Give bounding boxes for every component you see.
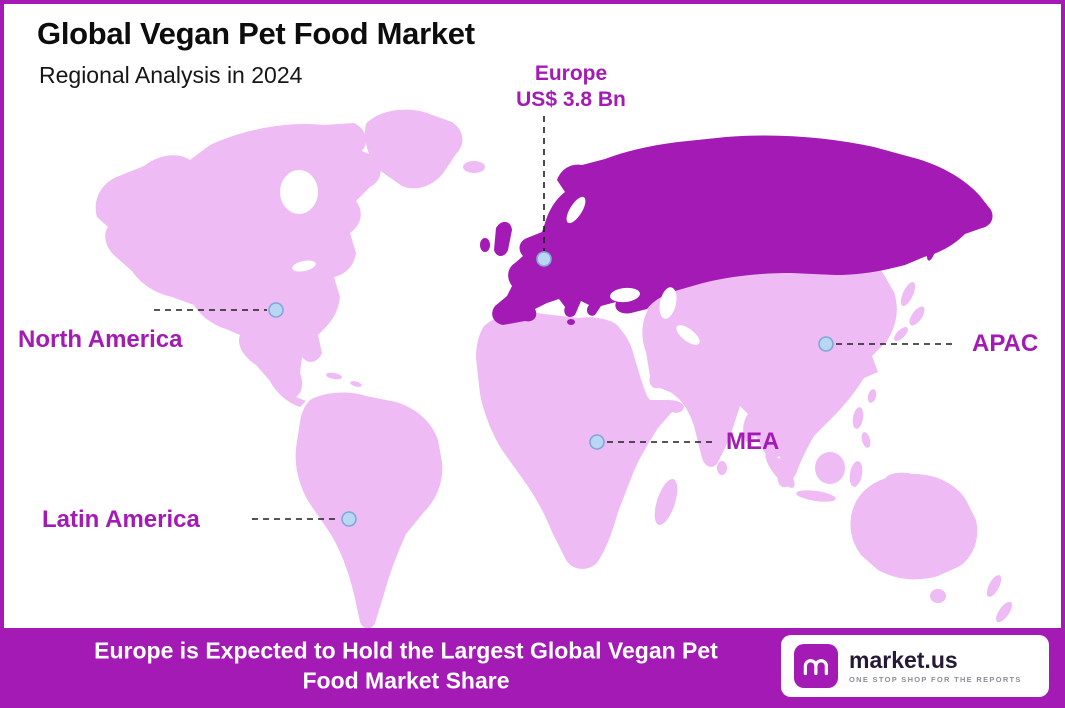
brand-card: market.us ONE STOP SHOP FOR THE REPORTS	[781, 635, 1049, 697]
sumatra	[765, 452, 795, 488]
seas	[280, 170, 700, 345]
footer-note: Europe is Expected to Hold the Largest G…	[32, 636, 780, 697]
region-label-apac: APAC	[972, 330, 1039, 357]
madagascar	[654, 479, 678, 525]
latin-america-marker	[341, 511, 357, 527]
mea-marker	[589, 434, 605, 450]
sri-lanka	[717, 461, 727, 475]
brand-logo-icon	[794, 644, 838, 688]
great-lakes	[292, 260, 316, 272]
leader-lines	[154, 116, 952, 520]
black-sea	[610, 287, 640, 303]
europe-marker	[536, 251, 552, 267]
europe-callout: Europe US$ 3.8 Bn	[507, 61, 635, 114]
persian-gulf	[676, 325, 700, 345]
borneo	[815, 452, 845, 484]
philippines	[852, 407, 864, 429]
apac-marker	[818, 336, 834, 352]
page-title: Global Vegan Pet Food Market	[37, 16, 475, 51]
region-value-europe: US$ 3.8 Bn	[516, 88, 626, 112]
hudson-bay	[280, 170, 318, 214]
greenland	[364, 109, 485, 189]
iceland	[463, 161, 485, 173]
brand-text: market.us ONE STOP SHOP FOR THE REPORTS	[849, 648, 1022, 684]
united-kingdom	[494, 221, 512, 256]
java	[796, 490, 836, 502]
brand-tagline: ONE STOP SHOP FOR THE REPORTS	[849, 675, 1022, 685]
north-america-marker	[268, 302, 284, 318]
sulawesi	[849, 461, 863, 487]
world-map	[95, 109, 1013, 629]
continent-asia	[642, 236, 928, 502]
caribbean-islands	[326, 372, 342, 380]
brand-name: market.us	[849, 646, 958, 673]
footer-note-line-2: Food Market Share	[302, 668, 510, 694]
markers	[268, 251, 834, 527]
continent-australia	[850, 474, 1013, 623]
highlight-region-europe-russia	[480, 135, 993, 325]
continent-africa	[476, 312, 684, 569]
continent-north-america	[95, 123, 381, 407]
sakhalin	[926, 235, 938, 261]
footer-banner: Europe is Expected to Hold the Largest G…	[4, 628, 1061, 704]
tasmania	[930, 589, 946, 603]
japan	[900, 282, 916, 306]
baltic-sea	[566, 196, 586, 224]
region-label-mea: MEA	[726, 428, 780, 455]
region-label-latin-america: Latin America	[42, 506, 200, 533]
region-label-north-america: North America	[18, 326, 183, 353]
region-label-europe: Europe	[534, 62, 608, 85]
caspian-sea	[659, 287, 677, 319]
page-subtitle: Regional Analysis in 2024	[39, 62, 303, 88]
sicily	[567, 319, 575, 325]
footer-note-line-1: Europe is Expected to Hold the Largest G…	[94, 637, 718, 664]
ireland	[480, 238, 490, 252]
continent-south-america	[295, 372, 443, 629]
new-zealand	[986, 575, 1002, 597]
taiwan	[867, 389, 877, 403]
